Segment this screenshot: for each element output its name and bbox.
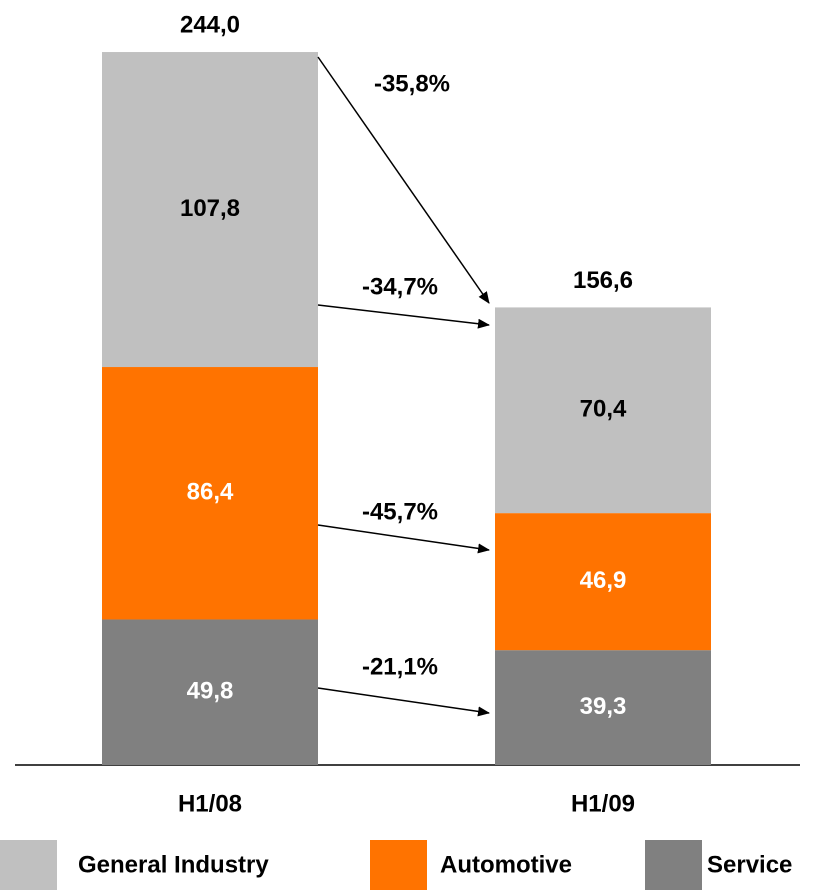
value-label: 86,4 xyxy=(187,479,234,506)
value-label: 39,3 xyxy=(580,693,627,720)
change-arrow xyxy=(317,524,490,554)
value-label: 107,8 xyxy=(180,195,240,222)
change-label: -45,7% xyxy=(362,498,438,525)
bar-segment xyxy=(495,307,711,514)
change-label: -21,1% xyxy=(362,653,438,680)
total-label: 156,6 xyxy=(573,267,633,294)
change-arrow xyxy=(317,304,490,329)
value-label: 46,9 xyxy=(580,567,627,594)
legend-label: Service xyxy=(707,851,792,878)
bar-segment xyxy=(495,513,711,651)
legend-swatch xyxy=(645,840,702,890)
bar-segment xyxy=(102,52,318,368)
change-arrow xyxy=(317,687,490,717)
x-tick-label: H1/09 xyxy=(571,790,635,817)
bar-segment xyxy=(102,619,318,765)
legend-swatch xyxy=(0,840,57,890)
change-label: -34,7% xyxy=(362,273,438,300)
change-arrow xyxy=(317,56,490,304)
legend-label: General Industry xyxy=(78,851,269,878)
bar-segment xyxy=(495,650,711,765)
bar-segment xyxy=(102,367,318,620)
legend-label: Automotive xyxy=(440,851,572,878)
total-label: 244,0 xyxy=(180,11,240,38)
value-label: 70,4 xyxy=(580,396,627,423)
legend-swatch xyxy=(370,840,427,890)
change-label: -35,8% xyxy=(374,70,450,97)
value-label: 49,8 xyxy=(187,678,234,705)
x-tick-label: H1/08 xyxy=(178,790,242,817)
